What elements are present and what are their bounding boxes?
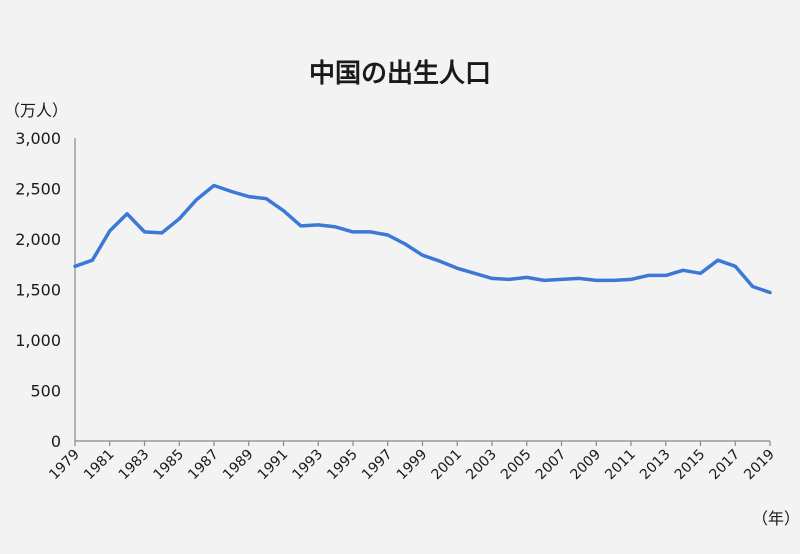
y-axis-unit: （万人） bbox=[4, 101, 68, 120]
x-tick-label: 2009 bbox=[568, 447, 605, 484]
y-tick-label: 2,000 bbox=[15, 230, 61, 249]
x-axis-ticks: 1979198119831985198719891991199319951997… bbox=[46, 441, 778, 483]
x-tick-label: 1979 bbox=[46, 447, 83, 484]
x-axis-unit: （年） bbox=[752, 509, 800, 528]
x-tick-label: 1989 bbox=[220, 447, 257, 484]
y-tick-label: 2,500 bbox=[15, 180, 61, 199]
x-tick-label: 1991 bbox=[255, 447, 292, 484]
x-tick-label: 1985 bbox=[151, 447, 188, 484]
x-tick-label: 2011 bbox=[602, 447, 639, 484]
x-tick-label: 1995 bbox=[324, 447, 361, 484]
y-axis-ticks: 0 500 1,000 1,500 2,000 2,500 3,000 bbox=[15, 129, 61, 451]
x-tick-label: 1997 bbox=[359, 447, 396, 484]
x-tick-label: 1999 bbox=[394, 447, 431, 484]
x-tick-label: 2003 bbox=[463, 447, 500, 484]
x-tick-label: 1993 bbox=[290, 447, 327, 484]
y-tick-label: 3,000 bbox=[15, 129, 61, 148]
y-tick-label: 1,500 bbox=[15, 281, 61, 300]
x-tick-label: 2007 bbox=[533, 447, 570, 484]
x-tick-label: 1983 bbox=[116, 447, 153, 484]
x-tick-label: 2005 bbox=[498, 447, 535, 484]
series-line bbox=[73, 183, 772, 295]
x-tick-label: 1987 bbox=[185, 447, 222, 484]
chart-title: 中国の出生人口 bbox=[309, 59, 491, 89]
y-tick-label: 500 bbox=[30, 382, 61, 401]
x-tick-label: 2017 bbox=[707, 447, 744, 484]
x-tick-label: 2015 bbox=[672, 447, 709, 484]
series-layer bbox=[73, 183, 772, 295]
x-tick-label: 2013 bbox=[637, 447, 674, 484]
y-tick-label: 0 bbox=[51, 432, 61, 451]
x-tick-label: 2001 bbox=[429, 447, 466, 484]
y-tick-label: 1,000 bbox=[15, 331, 61, 350]
x-tick-label: 1981 bbox=[81, 447, 118, 484]
x-tick-label: 2019 bbox=[741, 447, 778, 484]
